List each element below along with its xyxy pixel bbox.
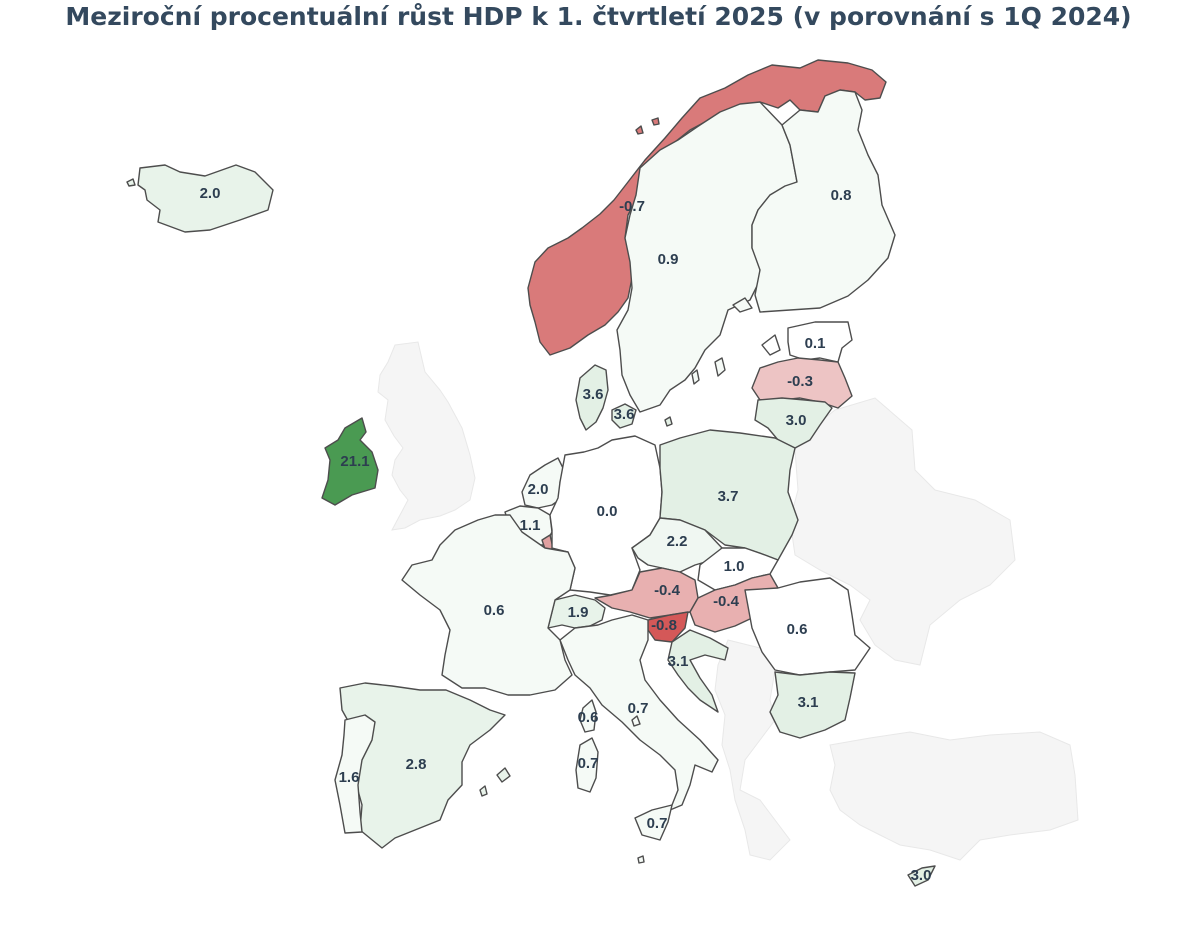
island-senja xyxy=(651,117,660,126)
region-sweden[interactable] xyxy=(616,101,798,413)
label-corsica: 0.6 xyxy=(578,709,599,726)
label-ireland: 21.1 xyxy=(340,453,369,470)
label-poland: 3.7 xyxy=(718,488,739,505)
region-sicily[interactable] xyxy=(634,804,673,841)
region-denmark[interactable] xyxy=(575,364,609,431)
island-malta xyxy=(637,855,645,864)
label-latvia: -0.3 xyxy=(787,373,813,390)
label-lithuania: 3.0 xyxy=(786,412,807,429)
label-germany: 0.0 xyxy=(597,503,618,520)
island-elba xyxy=(631,715,641,727)
region-austria[interactable] xyxy=(594,567,699,619)
label-bulgaria: 3.1 xyxy=(798,694,819,711)
label-sicily: 0.7 xyxy=(647,815,668,832)
region-corsica[interactable] xyxy=(579,699,597,733)
label-spain: 2.8 xyxy=(406,756,427,773)
region-lithuania[interactable] xyxy=(754,397,833,449)
region-switzerland[interactable] xyxy=(547,594,606,629)
label-denmark: 3.6 xyxy=(583,386,604,403)
label-switzerland: 1.9 xyxy=(568,604,589,621)
label-iceland: 2.0 xyxy=(200,185,221,202)
value-labels: 2.0 -0.7 0.9 0.8 0.1 -0.3 3.0 3.6 3.6 21… xyxy=(200,185,932,884)
label-austria: -0.4 xyxy=(654,582,681,599)
label-slovenia: -0.8 xyxy=(651,617,677,634)
label-denmark-islands: 3.6 xyxy=(614,406,635,423)
label-croatia: 3.1 xyxy=(668,653,689,670)
turkey-landmass xyxy=(829,731,1079,861)
region-cyprus[interactable] xyxy=(907,865,936,887)
region-croatia[interactable] xyxy=(667,629,729,713)
label-cyprus: 3.0 xyxy=(911,867,932,884)
region-bulgaria[interactable] xyxy=(769,671,856,739)
island-saaremaa xyxy=(761,334,781,356)
region-romania[interactable] xyxy=(744,577,871,676)
region-france[interactable] xyxy=(401,514,576,696)
island-iceland-west xyxy=(126,178,136,187)
island-lofoten xyxy=(635,125,644,135)
region-finland[interactable] xyxy=(751,89,896,313)
island-oland xyxy=(691,369,700,385)
label-netherlands: 2.0 xyxy=(528,481,549,498)
island-gotland xyxy=(714,357,726,377)
balkans-landmass xyxy=(714,639,791,861)
region-portugal[interactable] xyxy=(334,714,376,834)
country-regions xyxy=(126,59,936,887)
label-sweden: 0.9 xyxy=(658,251,679,268)
label-slovakia: 1.0 xyxy=(724,558,745,575)
island-bornholm xyxy=(664,416,673,427)
uk-landmass xyxy=(377,341,476,531)
region-ireland[interactable] xyxy=(321,417,379,506)
label-finland: 0.8 xyxy=(831,187,852,204)
label-portugal: 1.6 xyxy=(339,769,360,786)
island-ibiza xyxy=(479,785,488,797)
label-belgium: 1.1 xyxy=(520,517,541,534)
label-norway: -0.7 xyxy=(619,198,645,215)
island-aland xyxy=(732,297,753,313)
label-czechia: 2.2 xyxy=(667,533,688,550)
map-title: Meziroční procentuální růst HDP k 1. čtv… xyxy=(65,2,1132,31)
region-denmark-islands[interactable] xyxy=(611,403,637,429)
region-sardinia[interactable] xyxy=(575,737,599,793)
region-iceland[interactable] xyxy=(137,164,274,233)
label-estonia: 0.1 xyxy=(805,335,826,352)
label-romania: 0.6 xyxy=(787,621,808,638)
label-hungary: -0.4 xyxy=(713,593,740,610)
island-mallorca xyxy=(496,767,511,783)
region-slovenia[interactable] xyxy=(647,611,689,643)
region-italy[interactable] xyxy=(559,614,719,811)
label-italy: 0.7 xyxy=(628,700,649,717)
label-france: 0.6 xyxy=(484,602,505,619)
context-land xyxy=(377,341,1079,861)
label-sardinia: 0.7 xyxy=(578,755,599,772)
